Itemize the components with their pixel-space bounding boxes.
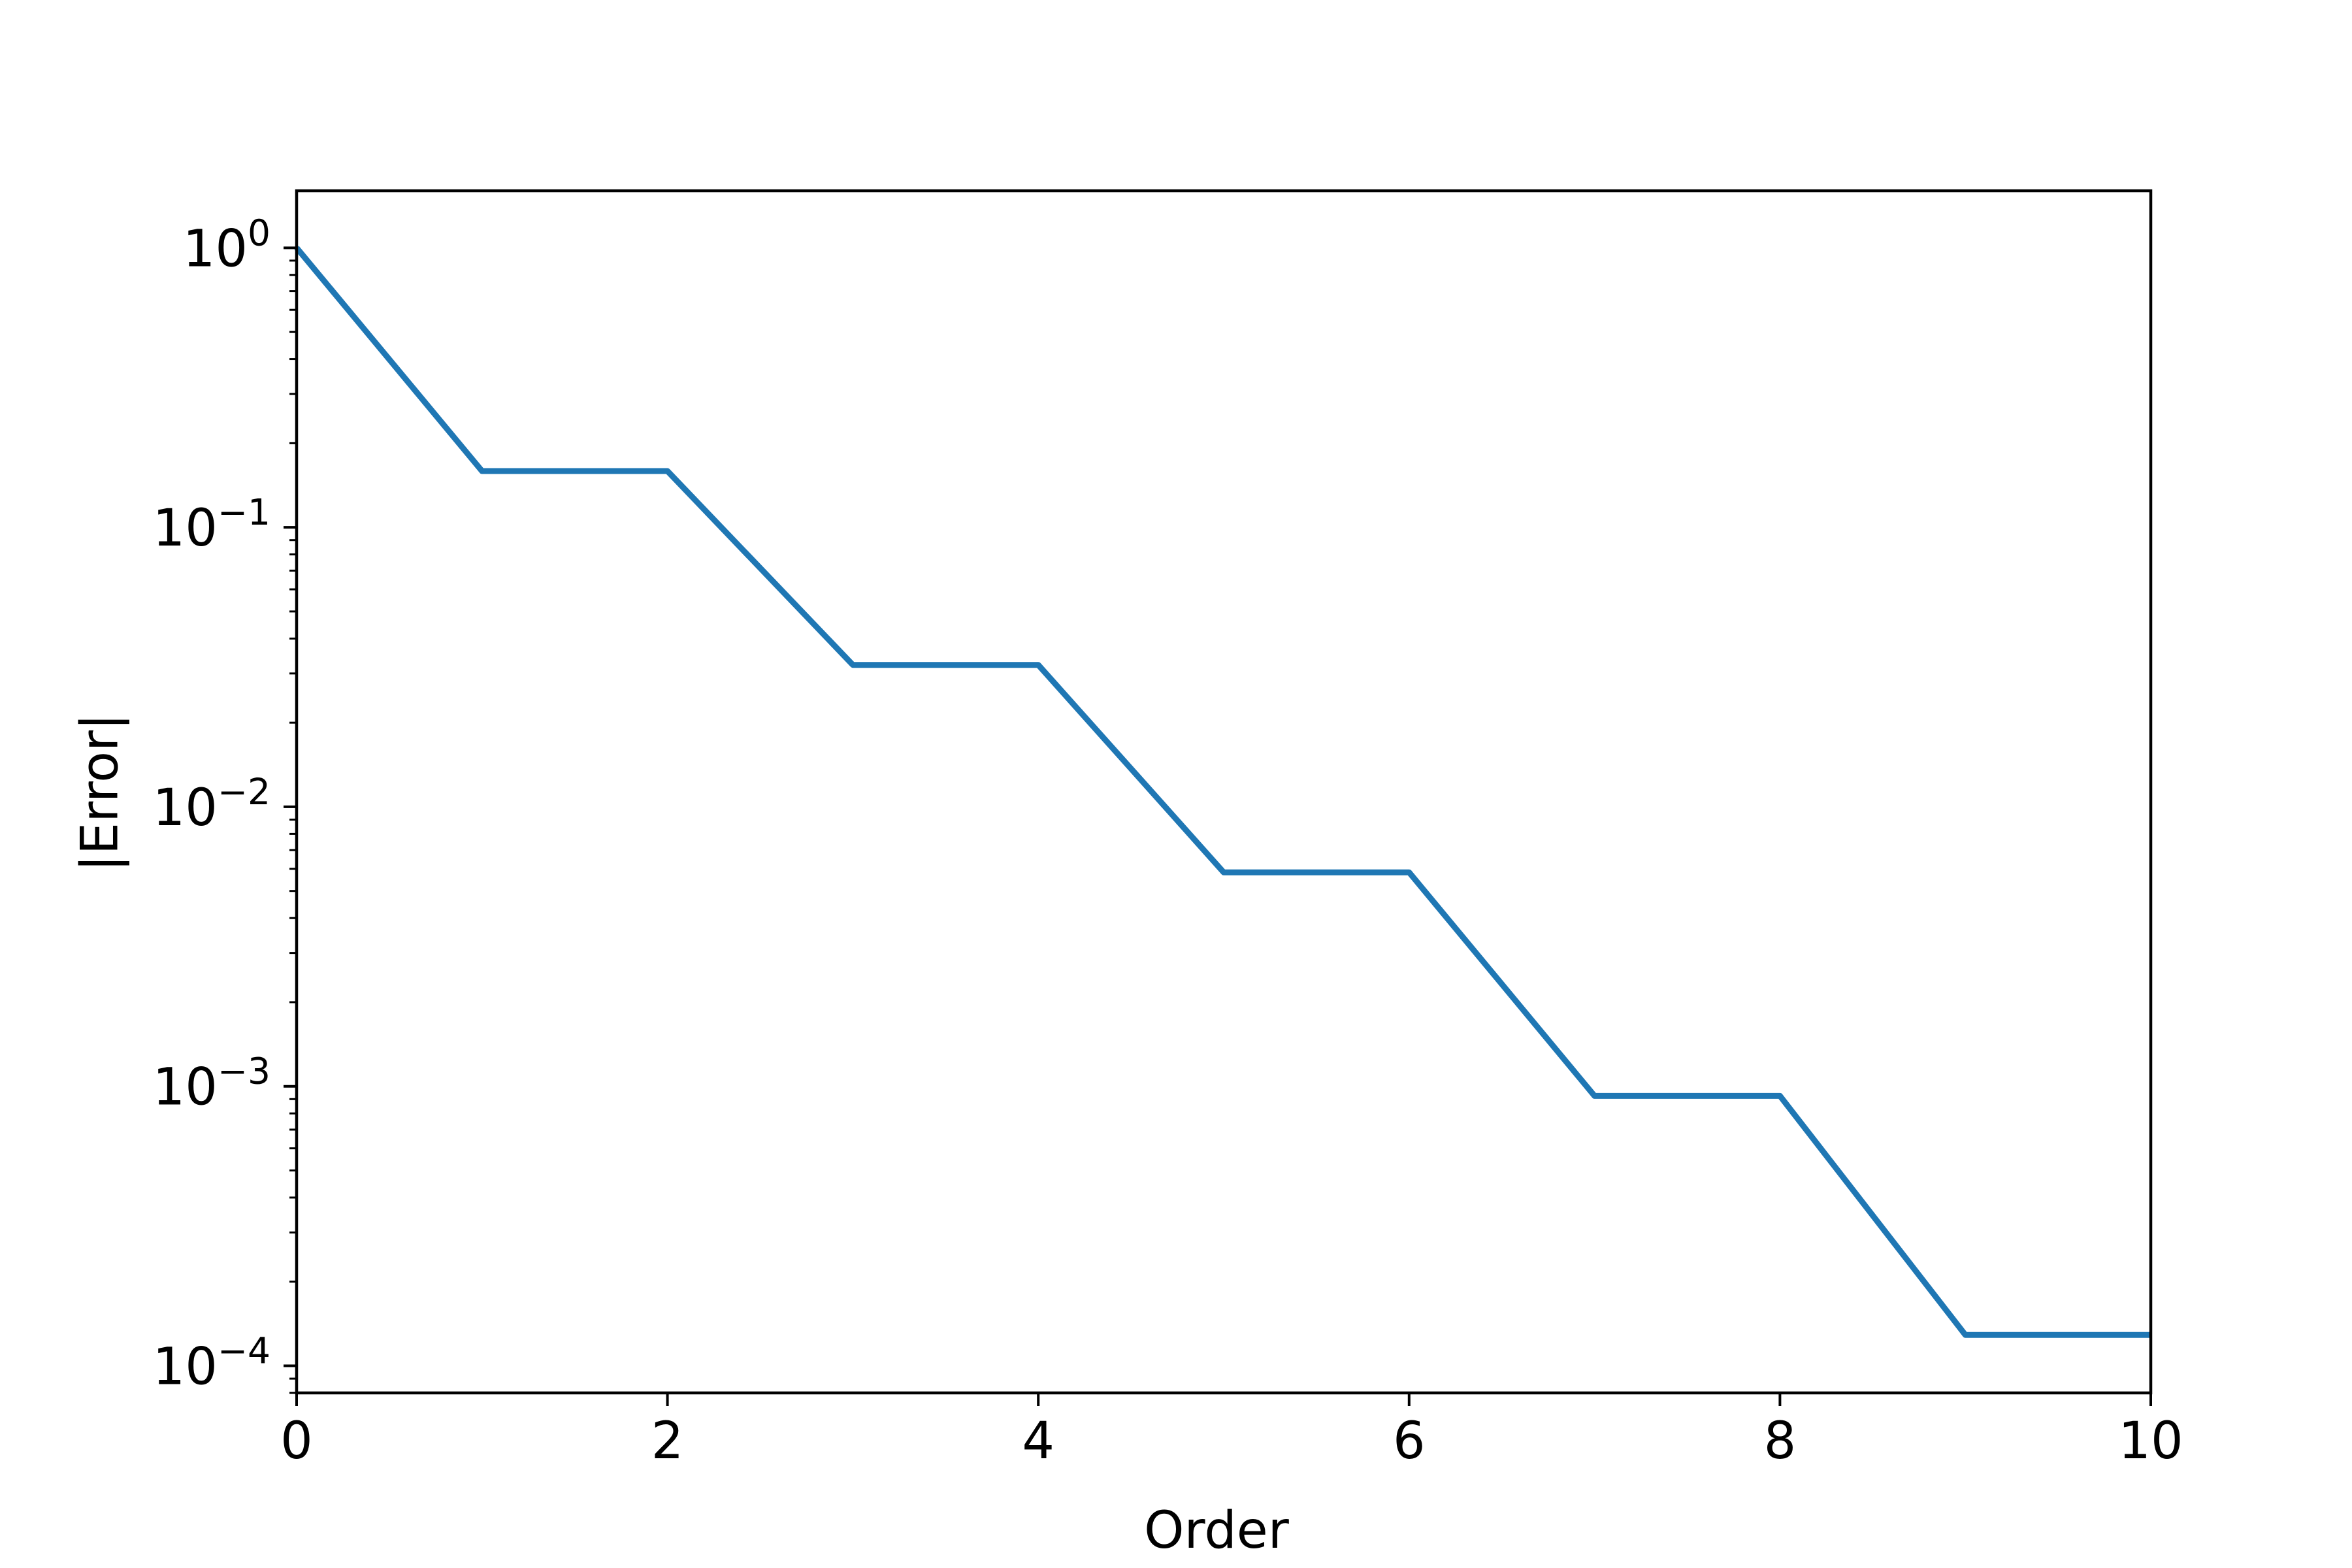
x-tick-label: 8 xyxy=(1764,1412,1797,1471)
y-tick-label: 10−3 xyxy=(153,1051,270,1117)
axes-frame xyxy=(295,189,2153,1395)
y-axis-label: |Error| xyxy=(71,713,129,872)
y-tick-label: 100 xyxy=(183,212,270,278)
y-tick-label: 10−1 xyxy=(153,491,270,558)
series-line-0 xyxy=(294,246,2151,1338)
y-tick-label: 10−4 xyxy=(153,1330,270,1397)
x-tick-label: 2 xyxy=(651,1412,684,1471)
x-axis-label: Order xyxy=(1144,1501,1290,1560)
y-tick-label: 10−2 xyxy=(153,771,270,838)
x-tick-label: 10 xyxy=(2118,1412,2183,1471)
x-tick-label: 4 xyxy=(1022,1412,1054,1471)
x-tick-label: 0 xyxy=(280,1412,313,1471)
plot-area: 0 2 4 6 8 10 100 10−1 10−2 10−3 10−4 xyxy=(153,189,2183,1471)
x-tick-label: 6 xyxy=(1393,1412,1426,1471)
